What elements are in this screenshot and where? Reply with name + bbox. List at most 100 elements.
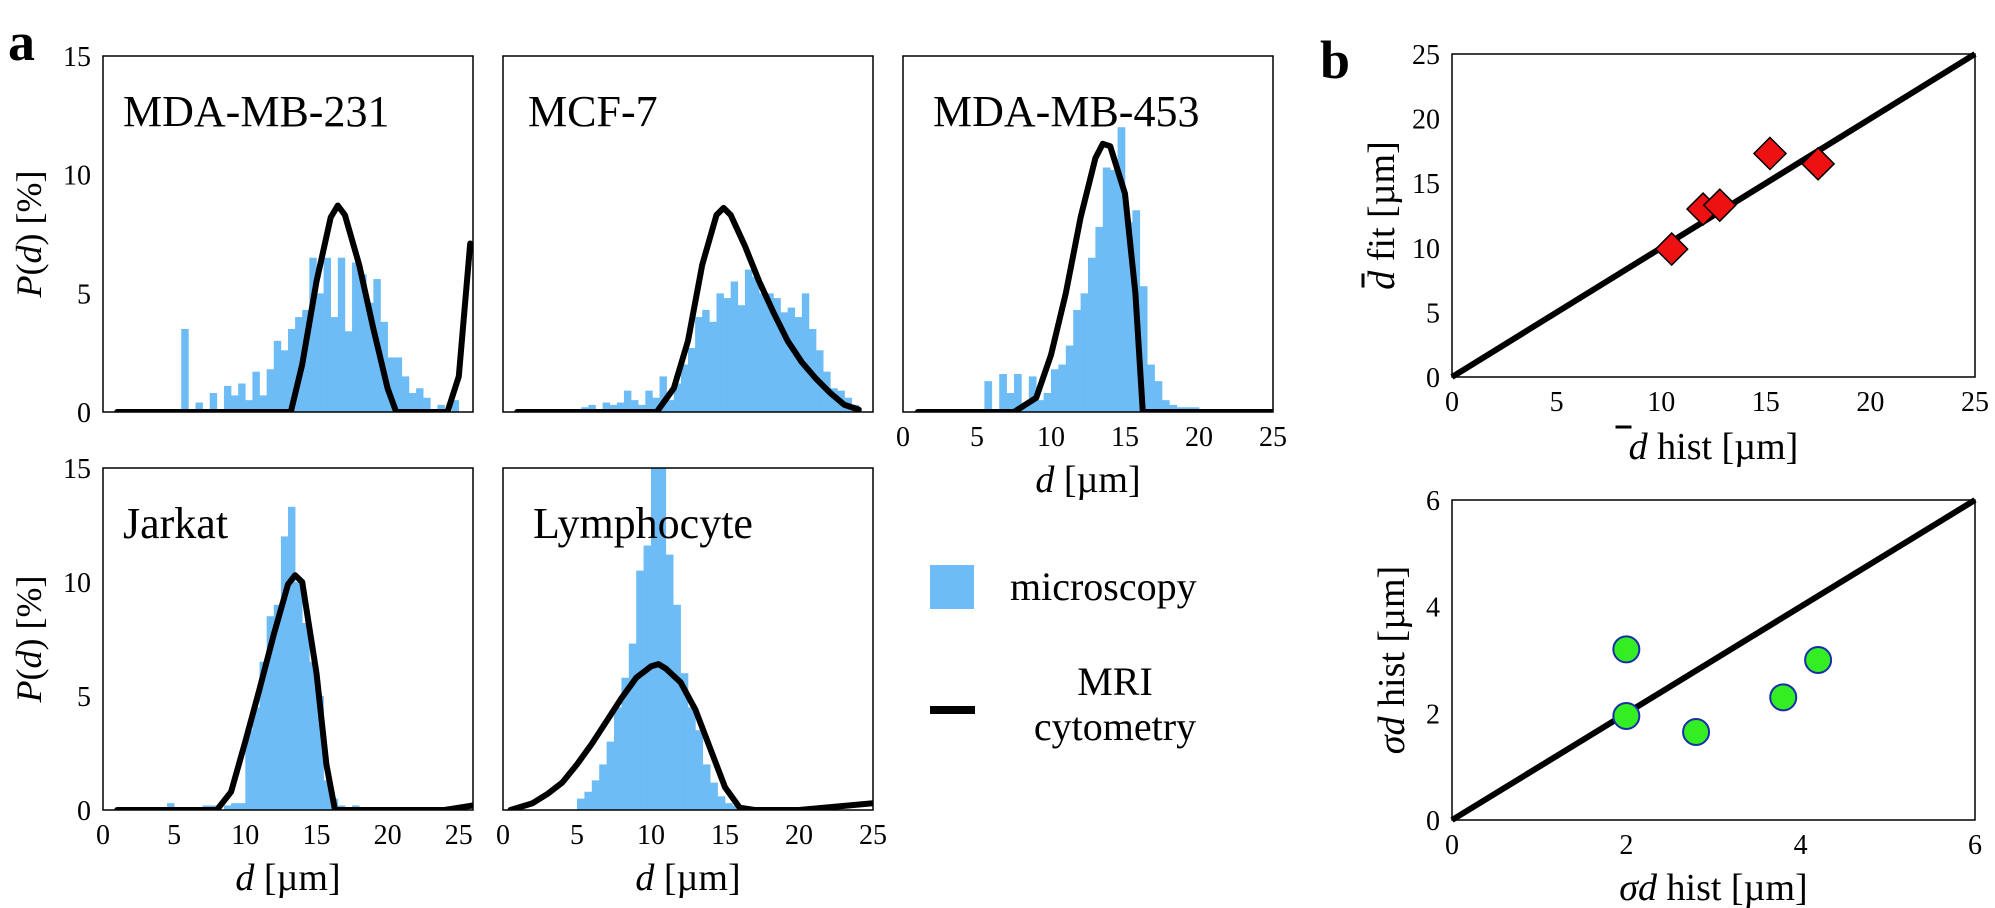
sigma-ylabel: σd hist [µm]: [1371, 566, 1413, 754]
mcf7-bar-10: [645, 390, 653, 412]
mcf7-bar-17: [695, 317, 703, 412]
mean_fit-xtick-20: 20: [1856, 387, 1884, 418]
lymphocyte-bar-7: [628, 643, 637, 810]
jarkat-bar-20: [309, 661, 317, 810]
mean_fit-ylabel: d fit [µm]: [1361, 141, 1403, 290]
mda453-bar-16: [1102, 167, 1111, 412]
mcf7-bar-18: [702, 309, 710, 412]
mda453-xlabel: d [µm]: [1035, 459, 1140, 501]
chart-mda231: MDA-MB-231 0 5 10 15 P(d) [%]: [9, 42, 474, 429]
mda231-frame: [102, 55, 474, 413]
mda453-bar-0: [984, 381, 993, 412]
lymphocyte-bar-2: [591, 780, 600, 810]
sigma-ytick-0: 0: [1426, 806, 1440, 837]
mda231-mri-curve: [114, 202, 473, 412]
mda453-bar-24: [1162, 400, 1170, 412]
lymphocyte-xtick-25: 25: [859, 820, 887, 851]
mean_fit-ytick-20: 20: [1412, 105, 1440, 136]
mda453-bar-5: [1021, 404, 1030, 412]
jarkat-bar-21: [316, 696, 324, 810]
mda231-bar-13: [273, 340, 282, 412]
mcf7-bar-7: [623, 390, 632, 412]
lymphocyte-bar-18: [710, 782, 718, 810]
mda231-bar-12: [266, 369, 275, 412]
mcf7-bar-27: [766, 293, 774, 412]
mcf7-bar-2: [588, 404, 596, 412]
lymphocyte-bar-3: [599, 764, 607, 810]
legend-label-mri-line1: MRI: [1077, 659, 1153, 704]
mda453-bar-7: [1036, 400, 1044, 412]
mean_fit-xtick-0: 0: [1445, 387, 1459, 418]
lymphocyte-bar-6: [621, 677, 630, 810]
mda231-bar-31: [401, 376, 410, 412]
mda231-bar-26: [366, 302, 374, 412]
sigma-xtick-2: 2: [1619, 830, 1633, 861]
sigma-xlabel: σd hist [µm]: [1619, 867, 1807, 908]
mda453-frame: [902, 55, 1274, 413]
jarkat-ylabel: P(d) [%]: [9, 576, 49, 704]
mcf7-bar-29: [780, 312, 788, 412]
jarkat-bar-13: [259, 661, 267, 810]
mcf7-bar-6: [616, 402, 625, 412]
mda231-bar-2: [195, 402, 203, 412]
lymphocyte-bar-15: [688, 707, 696, 810]
mda231-bar-29: [387, 357, 396, 412]
mda231-ytick-10: 10: [63, 161, 91, 192]
mda453-plot-area: [914, 127, 1273, 412]
mda453-xtick-15: 15: [1111, 422, 1139, 453]
mda453-xtick-5: 5: [970, 422, 984, 453]
lymphocyte-mri-curve: [507, 661, 873, 810]
jarkat-xtick-25: 25: [445, 820, 473, 851]
jarkat-ytick-10: 10: [63, 568, 91, 599]
mean_fit-ytick-25: 25: [1412, 40, 1440, 71]
chart-sigma: 0 2 4 6 0 2 4 6 σd hist [µm] σd hist [µm]: [1371, 486, 1982, 908]
sigma-ytick-2: 2: [1426, 699, 1440, 730]
mcf7-mri-curve: [514, 204, 862, 412]
mda453-bar-10: [1058, 364, 1067, 412]
mda453-bar-19: [1125, 222, 1133, 412]
mda231-bar-15: [288, 328, 296, 412]
jarkat-bar-0: [167, 803, 175, 810]
mda231-bar-20: [323, 257, 331, 412]
legend: microscopy MRI cytometry: [930, 564, 1197, 749]
mda231-bar-7: [231, 395, 239, 412]
mean_fit-xtick-10: 10: [1647, 387, 1675, 418]
sigma-xtick-6: 6: [1968, 830, 1982, 861]
jarkat-xtick-0: 0: [96, 820, 110, 851]
mcf7-bar-23: [737, 305, 746, 412]
lymphocyte-bar-12: [665, 554, 674, 810]
mda453-bar-2: [999, 374, 1007, 412]
lymphocyte-bar-17: [702, 764, 711, 810]
mda453-xtick-10: 10: [1037, 422, 1065, 453]
mcf7-bar-13: [666, 400, 675, 412]
mcf7-bar-30: [787, 307, 796, 412]
mcf7-bar-14: [673, 383, 682, 412]
mcf7-bar-28: [773, 298, 781, 412]
jarkat-bar-19: [302, 623, 310, 810]
jarkat-bar-18: [295, 582, 303, 810]
lymphocyte-bar-20: [725, 803, 733, 810]
jarkat-bar-22: [323, 780, 331, 810]
jarkat-bar-10: [238, 803, 246, 810]
mda453-bar-15: [1095, 226, 1104, 412]
lymphocyte-bar-10: [651, 468, 659, 810]
mda231-bar-19: [316, 293, 324, 412]
mda453-title: MDA-MB-453: [933, 87, 1199, 136]
mda453-bar-22: [1147, 364, 1155, 412]
mda231-bar-17: [302, 309, 310, 412]
jarkat-ytick-5: 5: [77, 682, 91, 713]
mda231-bar-36: [437, 404, 445, 412]
mcf7-bar-4: [602, 402, 611, 412]
mean_fit-ytick-15: 15: [1412, 169, 1440, 200]
jarkat-bar-14: [266, 616, 275, 810]
sigma-point-3: [1769, 683, 1798, 712]
sigma-ytick-6: 6: [1426, 486, 1440, 517]
mda231-ytick-0: 0: [77, 398, 91, 429]
lymphocyte-bar-13: [673, 604, 681, 810]
mean_fit-ytick-5: 5: [1426, 298, 1440, 329]
jarkat-ytick-0: 0: [77, 796, 91, 827]
mean_fit-ytick-10: 10: [1412, 234, 1440, 265]
mcf7-title: MCF-7: [528, 87, 658, 136]
mcf7-bar-22: [730, 281, 739, 412]
lymphocyte-bar-5: [614, 707, 622, 810]
